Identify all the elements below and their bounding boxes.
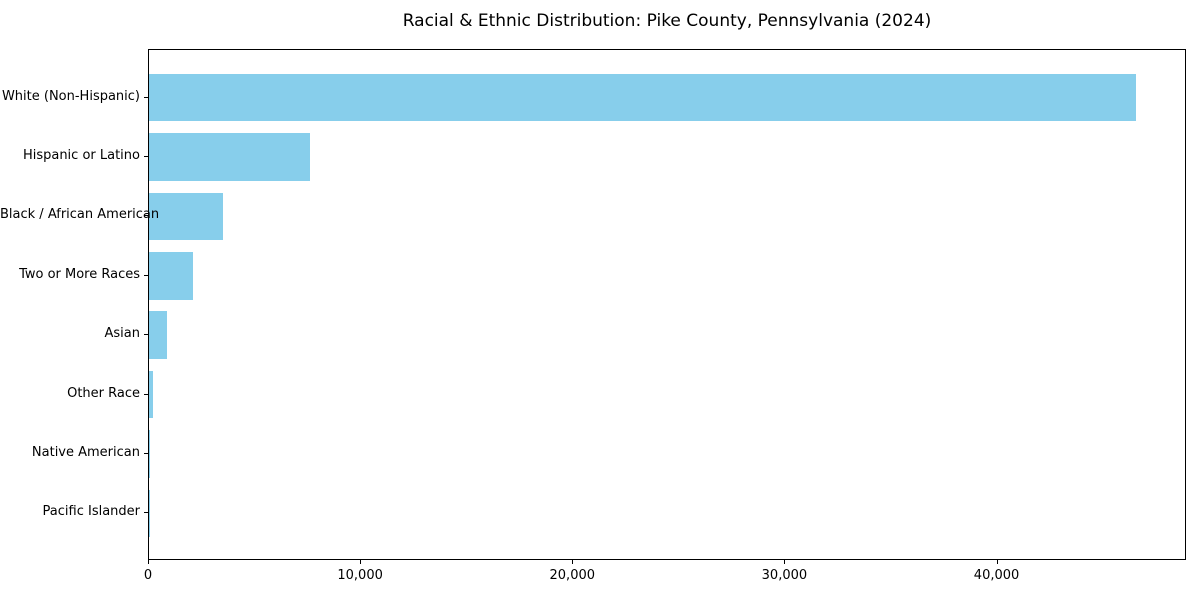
bar-native-american (149, 430, 150, 478)
y-tick-mark (144, 512, 148, 514)
y-tick-label: Native American (31, 445, 140, 461)
y-tick-label: Asian (104, 326, 140, 342)
y-tick-mark (144, 96, 148, 98)
x-tick-label: 10,000 (337, 568, 383, 583)
x-tick-label: 0 (143, 568, 153, 583)
bar-black-african-american (149, 192, 224, 241)
y-tick-label: Black / African American (0, 207, 160, 223)
y-tick-label: Other Race (67, 385, 140, 401)
y-tick-mark (144, 274, 148, 276)
plot-area (148, 49, 1186, 560)
y-tick-label: Hispanic or Latino (22, 147, 140, 163)
x-tick-mark (996, 560, 998, 564)
chart-title: Racial & Ethnic Distribution: Pike Count… (402, 11, 932, 31)
x-tick-label: 20,000 (549, 568, 596, 583)
bar-two-or-more-races (149, 252, 194, 300)
y-tick-label: Pacific Islander (42, 504, 140, 520)
bar-white-non-hispanic (149, 73, 1136, 122)
y-tick-mark (144, 334, 148, 336)
bar-hispanic-or-latino (149, 133, 310, 181)
y-tick-label: Two or More Races (19, 266, 140, 282)
y-tick-mark (144, 453, 148, 455)
x-tick-mark (360, 560, 362, 564)
y-tick-label: White (Non-Hispanic) (1, 88, 140, 104)
bar-asian (149, 311, 167, 359)
y-tick-mark (144, 155, 148, 157)
x-tick-mark (784, 560, 786, 564)
bar-other-race (149, 370, 154, 419)
x-tick-mark (572, 560, 574, 564)
x-tick-label: 40,000 (973, 568, 1020, 583)
x-tick-mark (148, 560, 149, 564)
y-tick-mark (144, 393, 148, 395)
x-tick-label: 30,000 (761, 568, 808, 583)
y-tick-mark (144, 215, 148, 217)
